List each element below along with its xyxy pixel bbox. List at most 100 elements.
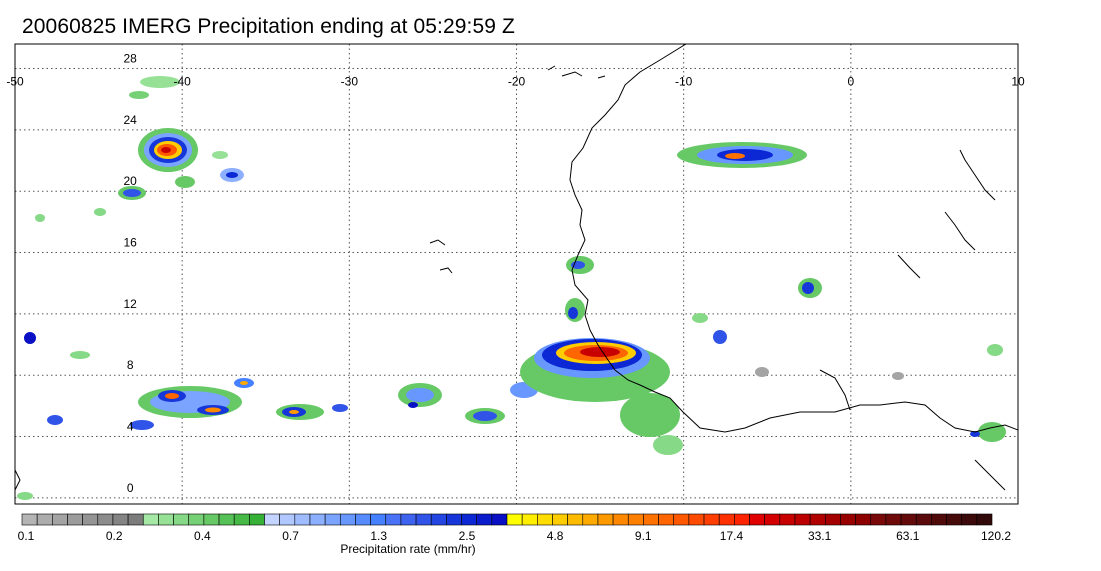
longitude-tick-label: 0 xyxy=(847,75,854,89)
map-title: 20060825 IMERG Precipitation ending at 0… xyxy=(22,15,515,38)
colorbar-swatch xyxy=(294,513,311,526)
colorbar-swatch xyxy=(233,513,250,526)
precipitation-field xyxy=(17,76,1006,500)
colorbar-swatch xyxy=(734,513,750,526)
colorbar-swatch xyxy=(537,513,553,526)
colorbar-swatch xyxy=(142,513,159,526)
longitude-tick-label: 10 xyxy=(1011,75,1025,89)
colorbar-tick-label: 9.1 xyxy=(635,529,652,543)
colorbar-swatch xyxy=(840,513,856,526)
colorbar-swatch xyxy=(309,513,326,526)
colorbar-swatch xyxy=(324,513,341,526)
colorbar-swatch xyxy=(582,513,599,526)
colorbar-swatch xyxy=(461,513,477,526)
longitude-tick-label: -50 xyxy=(6,75,24,89)
colorbar-swatch xyxy=(915,513,932,526)
colorbar-swatch xyxy=(370,513,387,526)
colorbar-tick-label: 17.4 xyxy=(720,529,744,543)
colorbar-swatch xyxy=(749,513,765,526)
coastline xyxy=(15,44,1018,491)
colorbar-swatch xyxy=(385,513,402,526)
latitude-tick-label: 16 xyxy=(123,236,137,250)
colorbar-swatch xyxy=(552,513,568,526)
colorbar-swatch xyxy=(658,513,675,526)
colorbar-swatch xyxy=(703,513,720,526)
colorbar-swatch xyxy=(976,513,993,526)
colorbar-tick-label: 0.1 xyxy=(18,529,35,543)
colorbar-swatch xyxy=(961,513,978,526)
colorbar-swatch xyxy=(627,513,644,526)
colorbar-swatch xyxy=(112,513,129,526)
latitude-tick-label: 12 xyxy=(123,297,137,311)
colorbar-swatch xyxy=(127,513,144,526)
colorbar-swatch xyxy=(900,513,917,526)
colorbar-swatch xyxy=(870,513,887,526)
colorbar-swatch xyxy=(597,513,614,526)
colorbar-swatch xyxy=(673,513,690,526)
colorbar-title: Precipitation rate (mm/hr) xyxy=(340,542,476,556)
colorbar-swatch xyxy=(158,513,174,526)
colorbar-swatch xyxy=(809,513,826,526)
colorbar-swatch xyxy=(36,513,53,526)
colorbar-swatch xyxy=(400,513,417,526)
colorbar-swatch xyxy=(718,513,735,526)
colorbar-swatch xyxy=(52,513,68,526)
latitude-tick-label: 24 xyxy=(123,113,137,127)
colorbar-swatch xyxy=(521,513,538,526)
colorbar-tick-label: 0.4 xyxy=(194,529,211,543)
colorbar-tick-label: 0.2 xyxy=(106,529,123,543)
colorbar-swatch xyxy=(885,513,902,526)
colorbar-swatch xyxy=(612,513,629,526)
colorbar-swatch xyxy=(218,513,235,526)
colorbar-swatch xyxy=(476,513,493,526)
colorbar-swatch xyxy=(21,513,38,526)
map-gridlines xyxy=(14,44,1019,504)
latitude-tick-label: 20 xyxy=(123,174,137,188)
colorbar-swatch xyxy=(264,513,280,526)
colorbar xyxy=(21,513,993,526)
colorbar-swatch xyxy=(188,513,205,526)
latitude-labels: 0 4 8 12 16 20 24 28 xyxy=(123,52,137,495)
colorbar-swatch xyxy=(688,513,705,526)
colorbar-swatch xyxy=(643,513,659,526)
colorbar-tick-label: 63.1 xyxy=(896,529,920,543)
colorbar-tick-label: 4.8 xyxy=(547,529,564,543)
latitude-tick-label: 8 xyxy=(127,358,134,372)
colorbar-swatch xyxy=(249,513,265,526)
colorbar-swatch xyxy=(764,513,781,526)
colorbar-swatch xyxy=(203,513,220,526)
colorbar-swatch xyxy=(415,513,432,526)
colorbar-swatch xyxy=(279,513,296,526)
latitude-tick-label: 28 xyxy=(123,52,137,66)
colorbar-swatch xyxy=(491,513,508,526)
colorbar-swatch xyxy=(82,513,99,526)
colorbar-swatch xyxy=(931,513,947,526)
colorbar-swatch xyxy=(67,513,83,526)
colorbar-swatch xyxy=(430,513,447,526)
colorbar-tick-label: 120.2 xyxy=(981,529,1011,543)
colorbar-swatch xyxy=(946,513,962,526)
longitude-tick-label: -20 xyxy=(508,75,526,89)
latitude-tick-label: 0 xyxy=(127,481,134,495)
colorbar-swatch xyxy=(97,513,114,526)
longitude-labels: -50 -40 -30 -20 -10 0 10 xyxy=(6,75,1025,89)
colorbar-swatch xyxy=(173,513,190,526)
colorbar-tick-label: 33.1 xyxy=(808,529,832,543)
colorbar-swatch xyxy=(355,513,371,526)
colorbar-swatch xyxy=(824,513,841,526)
colorbar-swatch xyxy=(779,513,796,526)
colorbar-swatch xyxy=(446,513,462,526)
longitude-tick-label: -40 xyxy=(173,75,191,89)
colorbar-swatch xyxy=(339,513,356,526)
latitude-tick-label: 4 xyxy=(127,420,134,434)
colorbar-tick-label: 2.5 xyxy=(459,529,476,543)
colorbar-swatch xyxy=(567,513,584,526)
colorbar-tick-label: 0.7 xyxy=(282,529,299,543)
map-frame xyxy=(14,43,1019,505)
colorbar-swatch xyxy=(794,513,811,526)
colorbar-tick-labels: 0.1 0.2 0.4 0.7 1.3 2.5 4.8 9.1 17.4 33.1 63.1 120.… xyxy=(18,529,1012,543)
colorbar-tick-label: 1.3 xyxy=(370,529,387,543)
longitude-tick-label: -30 xyxy=(341,75,359,89)
longitude-tick-label: -10 xyxy=(675,75,693,89)
